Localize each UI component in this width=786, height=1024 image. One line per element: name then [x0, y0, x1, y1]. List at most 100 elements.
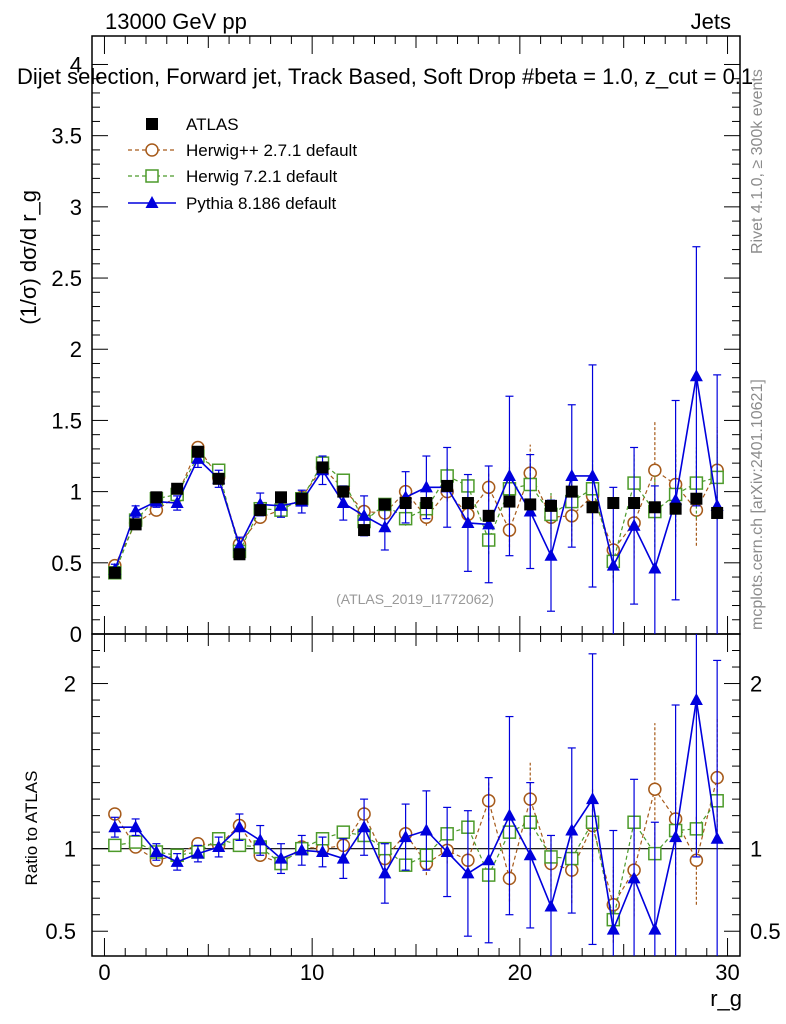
- side-label-version: Rivet 4.1.0, ≥ 300k events: [749, 69, 766, 254]
- point-atlas: [108, 566, 121, 579]
- ratio-point-pythia-8-186-default: [149, 844, 163, 857]
- point-pythia-8-186-default: [502, 468, 516, 481]
- point-atlas: [358, 524, 371, 537]
- ratio-point-pythia-8-186-default: [710, 831, 724, 844]
- ratio-ylabel: Ratio to ATLAS: [22, 771, 41, 886]
- ratio-point-pythia-8-186-default: [295, 843, 309, 856]
- point-pythia-8-186-default: [357, 508, 371, 521]
- main-series-layer: [108, 246, 724, 634]
- analysis-id: (ATLAS_2019_I1772062): [336, 591, 494, 607]
- point-pythia-8-186-default: [586, 468, 600, 481]
- point-atlas: [441, 479, 454, 492]
- point-atlas: [275, 491, 287, 504]
- point-atlas: [233, 548, 246, 561]
- ratio-point-pythia-8-186-default: [627, 871, 641, 884]
- point-pythia-8-186-default: [627, 518, 641, 531]
- ratio-point-pythia-8-186-default: [108, 820, 122, 833]
- point-atlas: [628, 497, 641, 510]
- main-ytick-label: 0.5: [51, 551, 82, 576]
- point-atlas: [150, 491, 163, 504]
- ratio-ytick-label-right: 1: [750, 837, 762, 862]
- ratio-point-herwig-7-2-1-default: [336, 825, 351, 839]
- ratio-point-pythia-8-186-default: [232, 820, 246, 833]
- x-axis-label: r_g: [710, 986, 742, 1011]
- point-atlas: [316, 461, 329, 474]
- ratio-series-pythia-8-186-default: [108, 634, 724, 956]
- point-pythia-8-186-default: [129, 504, 143, 517]
- point-atlas: [607, 497, 620, 510]
- point-atlas: [171, 482, 184, 495]
- xtick-label: 10: [300, 960, 324, 985]
- ratio-point-pythia-8-186-default: [316, 844, 330, 857]
- ratio-point-pythia-8-186-default: [565, 823, 579, 836]
- point-pythia-8-186-default: [274, 498, 288, 511]
- ratio-point-pythia-8-186-default: [440, 844, 454, 857]
- plot-title: Dijet selection, Forward jet, Track Base…: [17, 64, 753, 89]
- ratio-point-pythia-8-186-default: [461, 866, 475, 879]
- point-atlas: [254, 504, 267, 517]
- point-pythia-8-186-default: [232, 538, 246, 551]
- point-pythia-8-186-default: [419, 480, 433, 493]
- ratio-point-pythia-8-186-default: [544, 899, 558, 912]
- ratio-ytick-label: 1: [64, 837, 76, 862]
- ratio-point-pythia-8-186-default: [648, 922, 662, 935]
- point-pythia-8-186-default: [191, 451, 205, 464]
- ratio-point-pythia-8-186-default: [336, 851, 350, 864]
- point-atlas: [711, 506, 724, 519]
- ratio-point-pythia-8-186-default: [274, 851, 288, 864]
- main-ytick-label: 1.5: [51, 408, 82, 433]
- ratio-ytick-label: 0.5: [45, 919, 76, 944]
- ratio-point-pythia-8-186-default: [399, 830, 413, 843]
- point-herwig-7-2-1-default: [336, 473, 351, 487]
- ratio-point-pythia-8-186-default: [170, 854, 184, 867]
- ratio-point-pythia-8-186-default: [689, 693, 703, 706]
- ratio-point-pythia-8-186-default: [253, 833, 267, 846]
- ratio-point-pythia-8-186-default: [191, 846, 205, 859]
- ratio-line-herwig-7-2-1-default: [114, 800, 718, 920]
- plot-title-box: Dijet selection, Forward jet, Track Base…: [17, 64, 753, 89]
- main-ytick-label: 1: [70, 480, 82, 505]
- point-atlas: [399, 497, 412, 510]
- point-atlas: [586, 501, 599, 514]
- point-atlas: [212, 472, 225, 485]
- main-ytick-label: 4: [70, 52, 82, 77]
- ratio-plot-frame: [91, 633, 741, 957]
- main-ytick-label: 3.5: [51, 124, 82, 149]
- legend-marker-herwig-7-2-1-default: [145, 169, 159, 183]
- main-ytick-label: 0: [70, 622, 82, 647]
- ratio-point-pythia-8-186-default: [523, 848, 537, 861]
- xtick-label: 30: [715, 960, 739, 985]
- series-line-herwig-7-2-1-default: [114, 455, 718, 573]
- ratio-series-herwig-7-2-1-default: [108, 794, 724, 927]
- legend-label-pythia-8-186-default: Pythia 8.186 default: [186, 194, 337, 213]
- point-pythia-8-186-default: [669, 493, 683, 506]
- series-line-pythia-8-186-default: [114, 376, 718, 571]
- point-pythia-8-186-default: [689, 369, 703, 382]
- ratio-point-pythia-8-186-default: [606, 922, 620, 935]
- main-ylabel: (1/σ) dσ/d r_g: [16, 190, 41, 325]
- point-pythia-8-186-default: [170, 496, 184, 509]
- legend-label-herwig-2-7-1-default: Herwig++ 2.7.1 default: [186, 141, 357, 160]
- main-ytick-label: 2: [70, 337, 82, 362]
- point-atlas: [545, 499, 557, 512]
- ratio-line-pythia-8-186-default: [114, 699, 718, 933]
- legend-item-pythia-8-186-default: Pythia 8.186 default: [128, 194, 337, 213]
- main-ytick-label: 3: [70, 195, 82, 220]
- point-pythia-8-186-default: [336, 496, 350, 509]
- point-pythia-8-186-default: [523, 504, 537, 517]
- ratio-point-herwig-7-2-1-default: [108, 838, 122, 853]
- legend-label-atlas: ATLAS: [186, 115, 239, 134]
- side-label-source: mcplots.cern.ch [arXiv:2401.10621]: [749, 379, 766, 630]
- energy-label: 13000 GeV pp: [105, 9, 247, 34]
- point-pythia-8-186-default: [544, 548, 558, 561]
- ratio-point-pythia-8-186-default: [419, 823, 433, 836]
- ratio-point-pythia-8-186-default: [212, 840, 226, 853]
- point-pythia-8-186-default: [648, 561, 662, 574]
- legend-marker-atlas: [146, 118, 158, 130]
- ratio-point-pythia-8-186-default: [482, 853, 496, 866]
- point-atlas: [503, 495, 516, 508]
- ratio-ytick-label-right: 2: [750, 672, 762, 697]
- legend-item-herwig-7-2-1-default: Herwig 7.2.1 default: [128, 167, 337, 186]
- point-atlas: [565, 485, 578, 498]
